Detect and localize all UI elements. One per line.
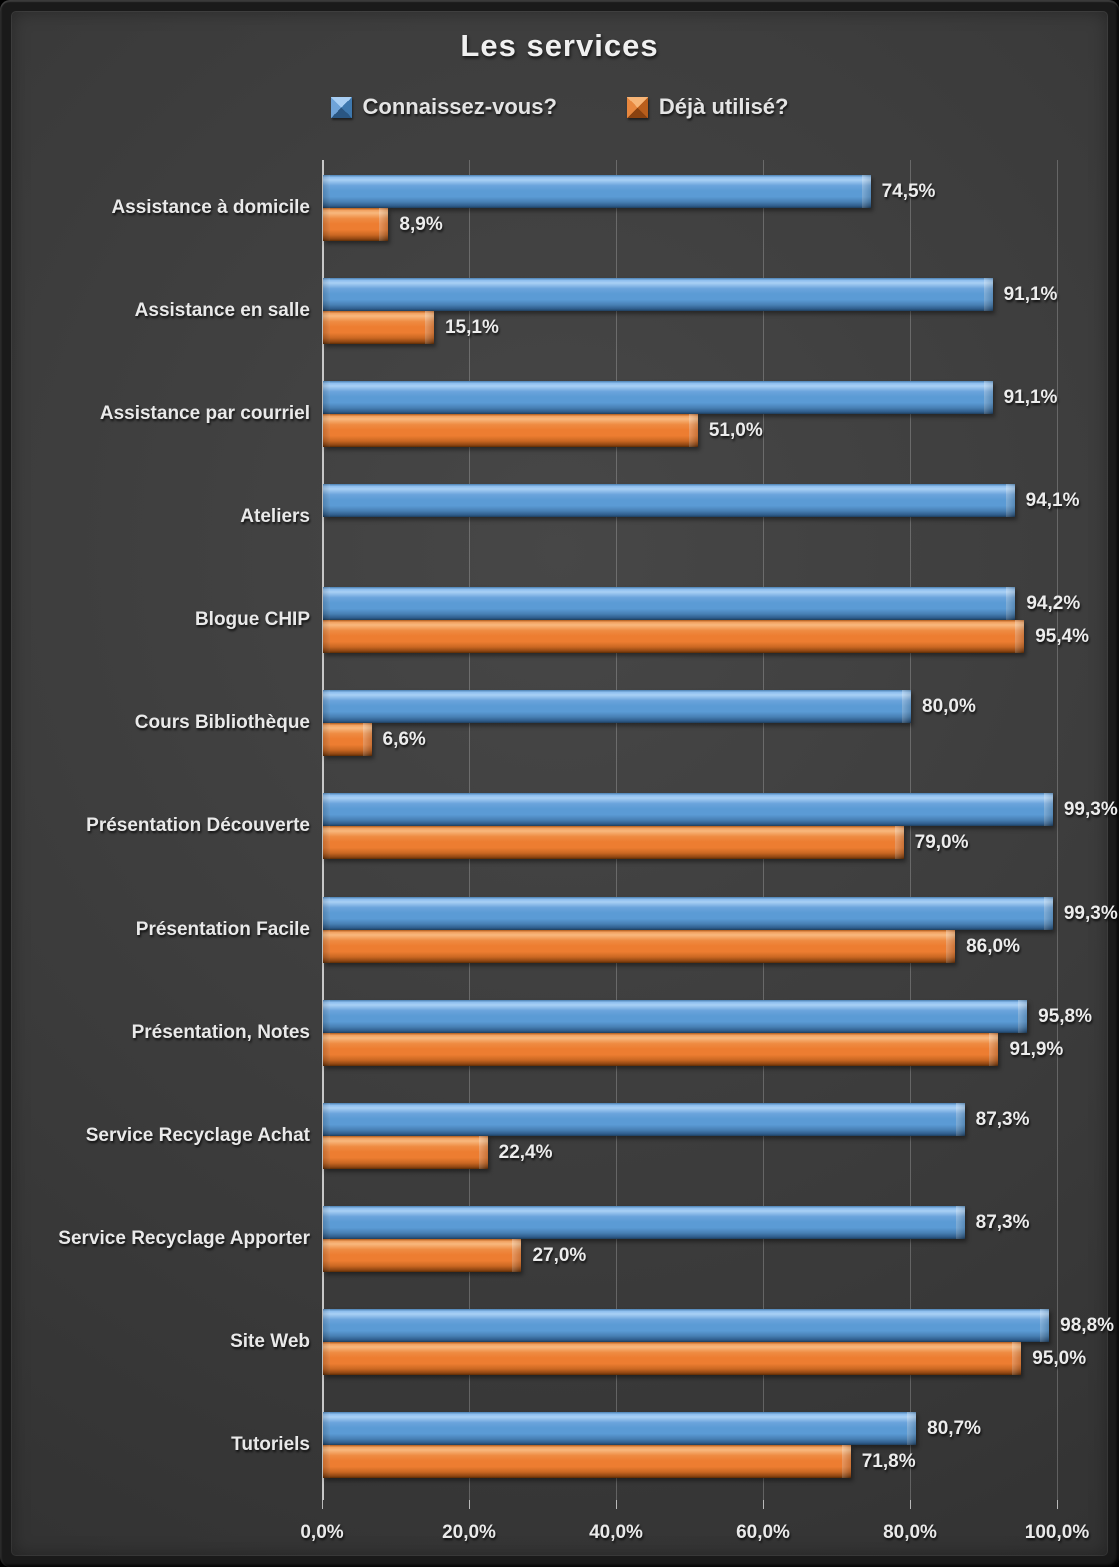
bar-connaissez-vous xyxy=(323,1205,965,1239)
bar-connaissez-vous xyxy=(323,793,1053,827)
bar-value-label: 87,3% xyxy=(975,1108,1030,1130)
bar-connaissez-vous xyxy=(323,1308,1050,1342)
bar-value-label: 95,8% xyxy=(1038,1005,1092,1027)
bar-value-label: 95,0% xyxy=(1032,1347,1087,1369)
legend-label-deja-utilise: Déjà utilisé? xyxy=(658,94,789,119)
x-axis-tick xyxy=(1057,1500,1058,1509)
bar-value-label: 91,1% xyxy=(1003,284,1058,306)
bar-value-label: 99,3% xyxy=(1063,799,1118,821)
chart-background: Les services Connaissez-vous? Déjà utili… xyxy=(11,11,1118,1556)
bar-value-label: 91,1% xyxy=(1003,387,1058,409)
bar-connaissez-vous xyxy=(323,1102,965,1136)
bar-value-label: 80,7% xyxy=(927,1417,982,1439)
bar-value-label: 94,1% xyxy=(1025,490,1080,512)
bar-deja-utilise xyxy=(323,414,698,448)
x-axis-tick-label: 80,0% xyxy=(883,1522,937,1543)
bar-value-label: 6,6% xyxy=(382,729,426,751)
bar-value-label: 91,9% xyxy=(1009,1038,1064,1060)
bar-connaissez-vous xyxy=(323,278,993,312)
category-label: Cours Bibliothèque xyxy=(134,712,310,734)
x-axis-tick-label: 60,0% xyxy=(736,1522,790,1543)
bar-value-label: 8,9% xyxy=(399,214,443,235)
bar-deja-utilise xyxy=(323,1238,522,1272)
bar-value-label: 94,2% xyxy=(1026,593,1081,615)
bar-deja-utilise xyxy=(323,620,1025,654)
bar-connaissez-vous xyxy=(323,381,993,415)
bar-value-label: 79,0% xyxy=(914,832,969,854)
category-label: Assistance en salle xyxy=(134,300,310,322)
bar-connaissez-vous xyxy=(323,690,911,724)
bar-deja-utilise xyxy=(323,723,372,757)
plot-area: 74,5% 8,9% 91,1% 15,1% 91,1% 51,0% 94,1% 94,2% 9… xyxy=(322,160,1118,1500)
legend-item-deja-utilise: Déjà utilisé? xyxy=(626,94,789,120)
category-label: Ateliers xyxy=(240,506,310,528)
bar-value-label: 99,3% xyxy=(1063,902,1118,924)
category-label: Assistance par courriel xyxy=(99,403,310,425)
category-label: Site Web xyxy=(230,1330,310,1352)
bar-connaissez-vous xyxy=(323,1411,917,1445)
x-axis: 0,0% 20,0% 40,0% 60,0% 80,0% 100,0% xyxy=(11,11,1108,1556)
bar-deja-utilise xyxy=(323,1032,999,1066)
x-axis-tick xyxy=(616,1500,617,1509)
bar-deja-utilise xyxy=(323,208,389,241)
x-axis-tick-label: 0,0% xyxy=(300,1522,344,1543)
bar-value-label: 98,8% xyxy=(1060,1314,1115,1336)
bar-connaissez-vous xyxy=(323,999,1028,1033)
x-axis-tick xyxy=(910,1500,911,1509)
category-labels: Assistance à domicile Assistance en salle… xyxy=(19,160,310,1500)
category-label: Présentation Découverte xyxy=(86,815,310,837)
legend-label-connaissez-vous: Connaissez-vous? xyxy=(362,94,557,119)
bar-value-label: 27,0% xyxy=(532,1244,587,1266)
x-axis-tick xyxy=(322,1500,323,1509)
bar-deja-utilise xyxy=(323,311,434,345)
bar-deja-utilise xyxy=(323,1341,1022,1375)
legend-marker-orange-icon xyxy=(626,96,648,118)
bar-connaissez-vous xyxy=(323,175,871,208)
bar-connaissez-vous xyxy=(323,896,1053,930)
bar-deja-utilise xyxy=(323,1444,851,1478)
category-label: Présentation, Notes xyxy=(131,1021,310,1043)
bar-value-label: 74,5% xyxy=(881,181,936,202)
bar-value-label: 71,8% xyxy=(861,1450,916,1472)
category-label: Blogue CHIP xyxy=(194,609,310,631)
bar-value-label: 86,0% xyxy=(966,935,1020,957)
bar-connaissez-vous xyxy=(323,484,1015,518)
category-label: Service Recyclage Apporter xyxy=(58,1227,310,1249)
category-label: Présentation Facile xyxy=(135,918,310,940)
gridline xyxy=(1057,160,1058,1500)
x-axis-tick xyxy=(469,1500,470,1509)
bar-value-label: 51,0% xyxy=(708,420,763,442)
x-axis-tick-label: 40,0% xyxy=(589,1522,643,1543)
bar-deja-utilise xyxy=(323,826,904,860)
bar-connaissez-vous xyxy=(323,587,1016,621)
legend: Connaissez-vous? Déjà utilisé? xyxy=(11,94,1108,120)
bar-value-label: 95,4% xyxy=(1035,626,1090,648)
bar-value-label: 15,1% xyxy=(444,317,499,339)
x-axis-tick-label: 20,0% xyxy=(442,1522,496,1543)
bar-value-label: 80,0% xyxy=(922,696,976,718)
legend-item-connaissez-vous: Connaissez-vous? xyxy=(330,94,557,120)
gridline xyxy=(910,160,911,1500)
category-label: Tutoriels xyxy=(231,1433,310,1455)
bar-value-label: 87,3% xyxy=(975,1211,1030,1233)
bar-deja-utilise xyxy=(323,929,956,963)
bar-deja-utilise xyxy=(323,1135,488,1169)
category-label: Assistance à domicile xyxy=(111,197,310,218)
bar-value-label: 22,4% xyxy=(498,1141,553,1163)
legend-marker-blue-icon xyxy=(330,96,352,118)
x-axis-tick-label: 100,0% xyxy=(1024,1522,1090,1543)
category-label: Service Recyclage Achat xyxy=(85,1124,310,1146)
x-axis-tick xyxy=(763,1500,764,1509)
chart-title: Les services xyxy=(460,28,659,63)
